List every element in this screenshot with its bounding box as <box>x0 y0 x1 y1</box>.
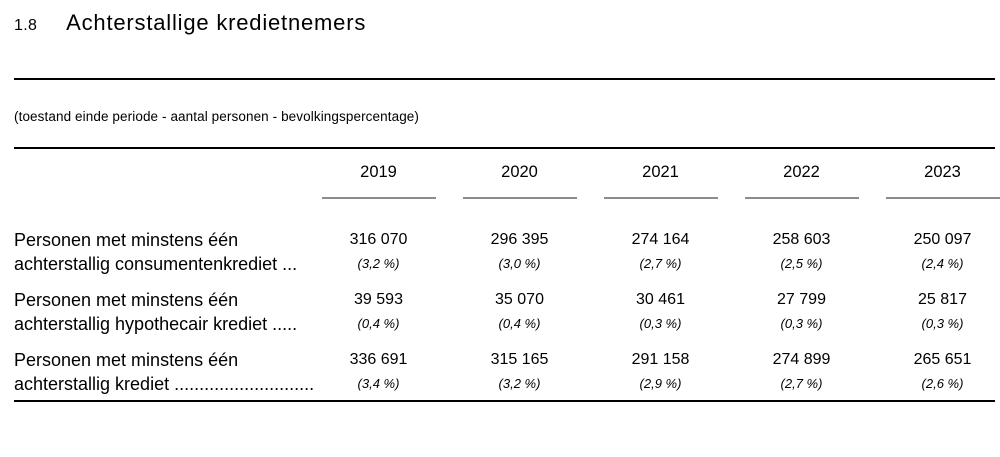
percentage-value: (2,6 %) <box>921 376 964 391</box>
count-value: 316 070 <box>349 231 408 248</box>
row-label-line2: achterstallig consumentenkrediet ... <box>14 254 298 274</box>
percentage-value: (0,4 %) <box>498 316 541 331</box>
year-label: 2020 <box>501 163 538 181</box>
row-label-line1: Personen met minstens één <box>14 230 239 250</box>
count-value: 274 164 <box>631 231 690 248</box>
percentage-value: (0,3 %) <box>921 316 964 331</box>
count-value: 315 165 <box>490 351 549 368</box>
percentage-value: (0,4 %) <box>357 316 400 331</box>
value-cell: 336 691 (3,4 %) <box>308 348 449 408</box>
table-header-row: 2019 2020 2021 2022 2023 <box>0 164 1000 199</box>
value-cell: 250 097 (2,4 %) <box>872 228 1000 288</box>
count-value: 30 461 <box>636 291 685 308</box>
value-cell: 35 070 (0,4 %) <box>449 288 590 348</box>
count-value: 250 097 <box>913 231 972 248</box>
row-label-line1: Personen met minstens één <box>14 350 239 370</box>
count-value: 336 691 <box>349 351 408 368</box>
percentage-value: (2,7 %) <box>780 376 823 391</box>
count-value: 274 899 <box>772 351 831 368</box>
table-row-totaal-krediet: Personen met minstens één achterstallig … <box>0 348 1000 408</box>
value-cell: 27 799 (0,3 %) <box>731 288 872 348</box>
count-value: 258 603 <box>772 231 831 248</box>
column-header-2020: 2020 <box>449 164 590 199</box>
value-cell: 274 164 (2,7 %) <box>590 228 731 288</box>
value-cell: 258 603 (2,5 %) <box>731 228 872 288</box>
percentage-value: (3,4 %) <box>357 376 400 391</box>
percentage-value: (2,4 %) <box>921 256 964 271</box>
section-header: 1.8 Achterstallige kredietnemers <box>14 10 366 36</box>
count-value: 265 651 <box>913 351 972 368</box>
column-header-2021: 2021 <box>590 164 731 199</box>
percentage-value: (3,2 %) <box>357 256 400 271</box>
count-value: 25 817 <box>918 291 967 308</box>
percentage-value: (0,3 %) <box>639 316 682 331</box>
value-cell: 39 593 (0,4 %) <box>308 288 449 348</box>
count-value: 291 158 <box>631 351 690 368</box>
row-label: Personen met minstens één achterstallig … <box>0 288 308 348</box>
year-underline <box>885 197 1000 199</box>
year-underline <box>603 197 718 199</box>
value-cell: 315 165 (3,2 %) <box>449 348 590 408</box>
year-label: 2023 <box>924 163 961 181</box>
percentage-value: (2,9 %) <box>639 376 682 391</box>
row-label: Personen met minstens één achterstallig … <box>0 348 315 408</box>
value-cell: 316 070 (3,2 %) <box>308 228 449 288</box>
percentage-value: (2,7 %) <box>639 256 682 271</box>
year-label: 2021 <box>642 163 679 181</box>
row-label-line2: achterstallig krediet ..................… <box>14 374 315 394</box>
top-divider <box>14 78 995 80</box>
count-value: 27 799 <box>777 291 826 308</box>
label-column-spacer <box>0 164 308 199</box>
table-row-consumentenkrediet: Personen met minstens één achterstallig … <box>0 228 1000 288</box>
section-number: 1.8 <box>14 17 38 34</box>
value-cell: 30 461 (0,3 %) <box>590 288 731 348</box>
percentage-value: (3,0 %) <box>498 256 541 271</box>
year-label: 2019 <box>360 163 397 181</box>
percentage-value: (3,2 %) <box>498 376 541 391</box>
year-label: 2022 <box>783 163 820 181</box>
count-value: 296 395 <box>490 231 549 248</box>
column-header-2023: 2023 <box>872 164 1000 199</box>
count-value: 35 070 <box>495 291 544 308</box>
value-cell: 291 158 (2,9 %) <box>590 348 731 408</box>
table-row-hypothecair-krediet: Personen met minstens één achterstallig … <box>0 288 1000 348</box>
table-body: Personen met minstens één achterstallig … <box>0 228 1000 408</box>
row-label-line1: Personen met minstens één <box>14 290 239 310</box>
table-top-rule <box>14 147 995 149</box>
table-subtitle: (toestand einde periode - aantal persone… <box>14 109 420 124</box>
value-cell: 25 817 (0,3 %) <box>872 288 1000 348</box>
row-label: Personen met minstens één achterstallig … <box>0 228 308 288</box>
percentage-value: (2,5 %) <box>780 256 823 271</box>
page-title: Achterstallige kredietnemers <box>66 10 367 35</box>
percentage-value: (0,3 %) <box>780 316 823 331</box>
year-underline <box>321 197 436 199</box>
column-header-2019: 2019 <box>308 164 449 199</box>
year-underline <box>744 197 859 199</box>
year-underline <box>462 197 577 199</box>
column-header-2022: 2022 <box>731 164 872 199</box>
count-value: 39 593 <box>354 291 403 308</box>
value-cell: 296 395 (3,0 %) <box>449 228 590 288</box>
value-cell: 274 899 (2,7 %) <box>731 348 872 408</box>
value-cell: 265 651 (2,6 %) <box>872 348 1000 408</box>
table-bottom-rule <box>14 400 995 403</box>
row-label-line2: achterstallig hypothecair krediet ..... <box>14 314 298 334</box>
